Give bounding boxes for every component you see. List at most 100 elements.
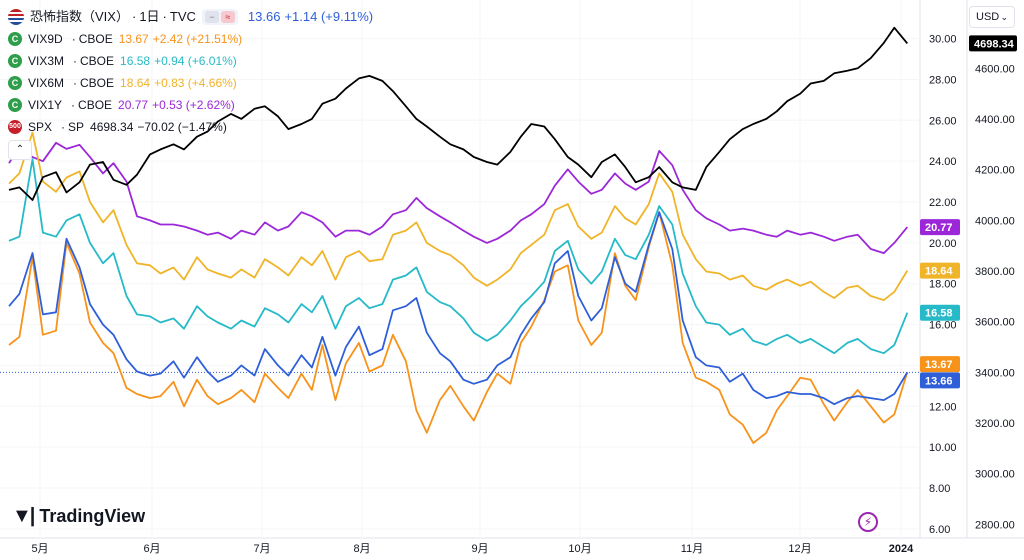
series-line-vix9d[interactable] xyxy=(8,211,909,444)
x-tick: 10月 xyxy=(568,543,591,555)
main-change-value: +1.14 (+9.11%) xyxy=(284,9,374,24)
legend-exchange: SP xyxy=(68,120,85,134)
last-value-badge xyxy=(920,304,960,321)
collapse-legend-button[interactable]: ⌃ xyxy=(8,140,32,160)
x-tick: 11月 xyxy=(681,543,703,555)
x-tick: 8月 xyxy=(353,543,370,555)
legend-row-spx[interactable]: 500 SPX · SP 4698.34 −70.02 (−1.47%) xyxy=(8,116,373,138)
legend-symbol: VIX9D xyxy=(28,32,63,46)
lightning-icon[interactable]: ⚡ xyxy=(858,512,878,532)
main-symbol-row[interactable]: 恐怖指数（VIX） · 1日 · TVC − ≈ 13.66 +1.14 (+9.… xyxy=(8,6,373,28)
legend-value: 18.64 xyxy=(120,76,151,90)
last-value-text: 13.66 xyxy=(925,375,953,387)
last-value-label-vix6m: 18.64 xyxy=(920,262,960,279)
legend-symbol: VIX3M xyxy=(28,54,65,68)
legend-exchange: CBOE xyxy=(80,54,115,68)
y-tick-right: 4200.00 xyxy=(975,165,1015,177)
legend-row-vix6m[interactable]: C VIX6M · CBOE 18.64 +0.83 (+4.66%) xyxy=(8,72,373,94)
y-tick-right: 4600.00 xyxy=(975,63,1015,75)
x-tick: 7月 xyxy=(253,543,270,555)
last-value-text: 13.67 xyxy=(925,359,953,371)
chevron-up-icon: ⌃ xyxy=(15,144,25,155)
legend-value: 13.67 xyxy=(118,32,149,46)
currency-selector[interactable]: USD ⌄ xyxy=(969,6,1015,28)
x-tick: 6月 xyxy=(143,543,160,555)
last-value-badge xyxy=(920,262,960,279)
legend-value: 4698.34 xyxy=(90,120,134,134)
legend-change: +0.94 (+6.01%) xyxy=(154,54,237,68)
last-value-label-spx: 4698.34 xyxy=(969,35,1017,52)
y-tick-right: 3400.00 xyxy=(975,367,1015,379)
main-symbol-title: 恐怖指数（VIX） xyxy=(30,9,129,24)
last-value-text: 18.64 xyxy=(925,266,953,278)
x-tick: 9月 xyxy=(471,543,488,555)
legend-row-vix9d[interactable]: C VIX9D · CBOE 13.67 +2.42 (+21.51%) xyxy=(8,28,373,50)
series-line-vix6m[interactable] xyxy=(8,131,909,301)
separator-dot: · xyxy=(71,32,76,46)
x-tick: 5月 xyxy=(31,543,48,555)
y-tick-left: 18.00 xyxy=(929,279,957,291)
separator-dot: · xyxy=(131,9,137,24)
last-value-text: 20.77 xyxy=(925,222,953,234)
y-tick-right: 3600.00 xyxy=(975,317,1015,329)
y-tick-left: 30.00 xyxy=(929,34,957,46)
last-value-label-vix9d: 13.67 xyxy=(920,356,960,373)
series-line-vix1y[interactable] xyxy=(8,141,908,254)
y-tick-right: 3200.00 xyxy=(975,418,1015,430)
y-tick-left: 10.00 xyxy=(929,442,957,454)
legend-value: 16.58 xyxy=(120,54,151,68)
cboe-c-icon: C xyxy=(8,54,22,68)
y-tick-left: 22.00 xyxy=(929,197,957,209)
legend-symbol: VIX6M xyxy=(28,76,65,90)
y-tick-left: 28.00 xyxy=(929,74,957,86)
interval-label: 1日 xyxy=(139,9,160,24)
y-tick-left: 8.00 xyxy=(929,483,950,495)
y-tick-left: 16.00 xyxy=(929,320,957,332)
legend-exchange: CBOE xyxy=(78,32,113,46)
separator-dot: · xyxy=(61,120,66,134)
x-tick: 12月 xyxy=(788,543,811,555)
separator-dot: · xyxy=(73,76,78,90)
cboe-c-icon: C xyxy=(8,98,22,112)
legend-row-vix1y[interactable]: C VIX1Y · CBOE 20.77 +0.53 (+2.62%) xyxy=(8,94,373,116)
legend-row-vix3m[interactable]: C VIX3M · CBOE 16.58 +0.94 (+6.01%) xyxy=(8,50,373,72)
separator-dot: · xyxy=(73,54,78,68)
legend-exchange: CBOE xyxy=(78,98,113,112)
series-line-vix3m[interactable] xyxy=(8,158,909,355)
us-flag-icon xyxy=(8,9,24,25)
chart-type-toggle[interactable]: − ≈ xyxy=(201,9,238,25)
cboe-c-icon: C xyxy=(8,76,22,90)
series-line-spx[interactable] xyxy=(8,26,908,201)
last-value-badge xyxy=(920,356,960,373)
brand-name: TradingView xyxy=(39,506,146,526)
last-value-label-vix1y: 20.77 xyxy=(920,219,960,236)
minus-icon[interactable]: − xyxy=(204,11,219,23)
y-tick-left: 24.00 xyxy=(929,156,957,168)
y-tick-right: 2800.00 xyxy=(975,519,1015,531)
legend-change: +0.83 (+4.66%) xyxy=(154,76,237,90)
legend-change: −70.02 (−1.47%) xyxy=(137,120,227,134)
currency-label: USD xyxy=(976,11,1000,23)
separator-dot: · xyxy=(71,98,76,112)
legend-symbol: VIX1Y xyxy=(28,98,63,112)
last-value-text: 4698.34 xyxy=(974,38,1015,50)
last-value-label-vix: 13.66 xyxy=(920,372,960,389)
y-tick-right: 3000.00 xyxy=(975,469,1015,481)
chevron-down-icon: ⌄ xyxy=(1000,11,1008,22)
wave-icon[interactable]: ≈ xyxy=(220,11,235,23)
source-label: TVC xyxy=(169,9,196,24)
tradingview-logo[interactable]: ▼| TradingView xyxy=(12,505,145,528)
legend-value: 20.77 xyxy=(118,98,149,112)
y-tick-left: 6.00 xyxy=(929,524,950,536)
last-value-badge xyxy=(920,219,960,236)
legend-change: +0.53 (+2.62%) xyxy=(152,98,235,112)
last-value-badge xyxy=(920,372,960,389)
y-tick-left: 20.00 xyxy=(929,238,957,250)
last-value-label-vix3m: 16.58 xyxy=(920,304,960,321)
tv-logo-icon: ▼| xyxy=(12,505,35,527)
legend-symbol: SPX xyxy=(28,120,53,134)
last-value-badge xyxy=(969,35,1017,52)
series-line-vix[interactable] xyxy=(8,211,909,406)
